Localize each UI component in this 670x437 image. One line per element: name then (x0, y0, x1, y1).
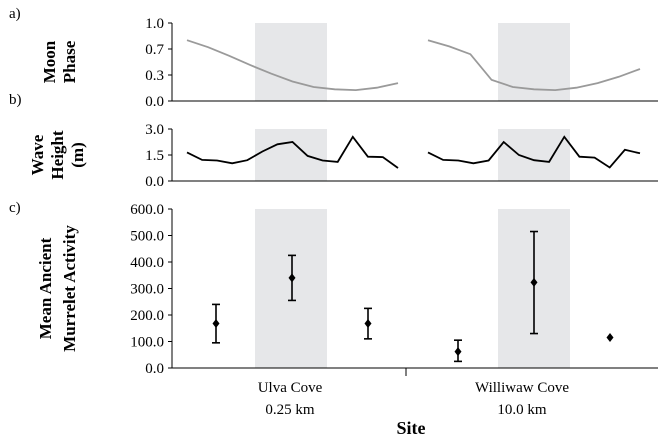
panel-b-wave-height: 0.0 1.5 3.0 b) Wave Height (m) (9, 92, 658, 190)
y-tick-label: 0.0 (145, 94, 164, 110)
y-axis-title-line: Wave (28, 134, 47, 175)
y-tick-label: 100.0 (130, 335, 164, 351)
site-distance-ulva: 0.25 km (265, 402, 315, 418)
y-tick-label: 400.0 (130, 255, 164, 271)
y-tick-label: 3.0 (145, 122, 164, 138)
x-axis-title: Site (397, 418, 426, 437)
y-axis-title-line: Mean Ancient (36, 237, 55, 339)
shade-band-0 (255, 23, 327, 101)
panel-a-moon-phase: 0.0 0.3 0.7 1.0 a) Moon Phase (9, 6, 658, 110)
mean-marker (530, 277, 538, 287)
mean-marker (364, 318, 372, 328)
mean-marker (454, 347, 462, 357)
panel-letter: a) (9, 6, 21, 22)
series-line-1 (427, 39, 641, 92)
shade-band-1 (498, 129, 570, 181)
y-tick-label: 0.7 (145, 42, 164, 58)
shade-band-0 (255, 129, 327, 181)
panel-letter: b) (9, 92, 22, 108)
y-tick-label: 300.0 (130, 282, 164, 298)
y-tick-label: 0.0 (145, 361, 164, 377)
y-tick-label: 200.0 (130, 308, 164, 324)
site-label-ulva: Ulva Cove (258, 380, 323, 396)
y-axis-title-line: (m) (68, 142, 87, 167)
shade-band-0 (255, 209, 327, 368)
y-tick-label: 0.0 (145, 174, 164, 190)
y-axis-title-line: Moon (40, 40, 59, 83)
series-line-1 (427, 135, 641, 169)
site-label-williwaw: Williwaw Cove (475, 380, 569, 396)
y-tick-label: 1.0 (145, 16, 164, 32)
y-tick-label: 0.3 (145, 68, 164, 84)
mean-marker (212, 318, 220, 328)
y-tick-label: 500.0 (130, 229, 164, 245)
series-line-0 (186, 39, 399, 92)
shade-band-1 (498, 23, 570, 101)
mean-marker (288, 273, 296, 283)
y-tick-label: 1.5 (145, 148, 164, 164)
y-tick-label: 600.0 (130, 202, 164, 218)
series-line-0 (186, 135, 399, 169)
mean-marker (606, 333, 614, 343)
y-axis-title-line: Height (48, 130, 67, 179)
panel-letter: c) (9, 200, 21, 216)
y-axis-title-line: Murrelet Activity (60, 225, 79, 352)
y-axis-title-line: Phase (60, 40, 79, 83)
site-distance-williwaw: 10.0 km (497, 402, 547, 418)
panel-c-murrelet-activity: 0.0 100.0 200.0 300.0 400.0 500.0 600.0 c) Mean … (9, 200, 658, 377)
